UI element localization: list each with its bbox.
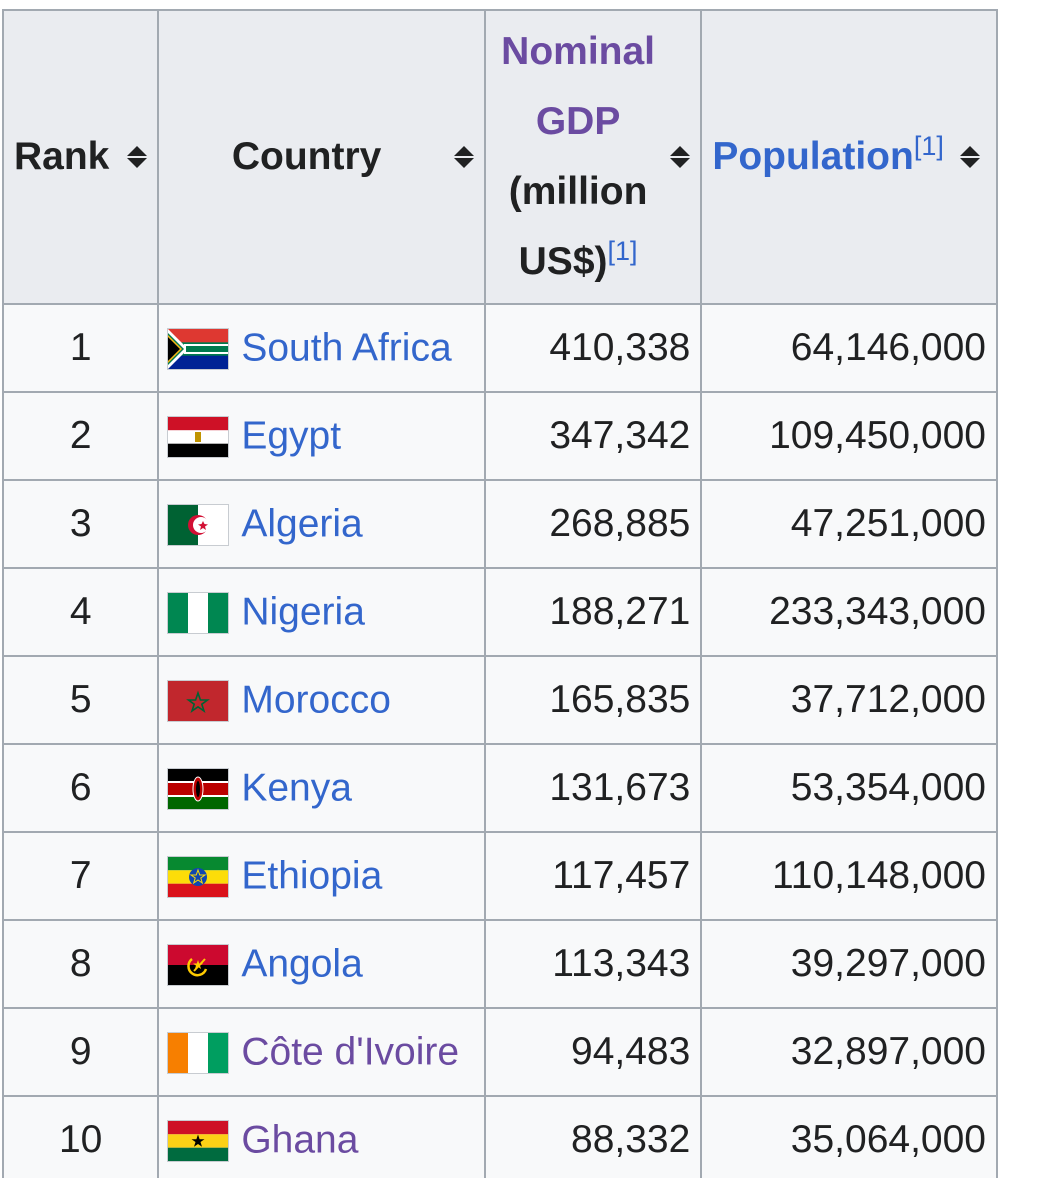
cote-divoire-flag-icon[interactable] [167,1031,230,1074]
population-cell: 35,064,000 [700,1095,998,1178]
table-row: 6 Kenya 131,673 53,354,000 [1,743,998,833]
rank-cell: 5 [1,655,160,745]
gdp-header-label: Nominal GDP (million US$)[1] [496,17,660,297]
country-cell: Côte d'Ivoire [157,1007,486,1097]
gdp-header[interactable]: Nominal GDP (million US$)[1] [483,9,703,305]
nigeria-flag-icon[interactable] [167,591,230,634]
population-cell: 109,450,000 [700,391,998,481]
sort-icon[interactable] [959,146,980,168]
population-header-link[interactable]: Population[1] [712,131,944,179]
nominal-gdp-link[interactable]: Nominal GDP [501,30,656,143]
population-header[interactable]: Population[1] [700,9,998,305]
egypt-flag-icon[interactable] [167,415,230,458]
country-cell: Ghana [157,1095,486,1178]
population-cell: 37,712,000 [700,655,998,745]
population-cell: 32,897,000 [700,1007,998,1097]
sort-icon[interactable] [127,146,148,168]
gdp-reference-link[interactable]: [1] [607,236,638,266]
rank-header[interactable]: Rank [1,9,160,305]
table-row: 9 Côte d'Ivoire 94,483 32,897,000 [1,1007,998,1097]
angola-flag-icon[interactable] [167,943,230,986]
sort-icon[interactable] [453,146,474,168]
country-cell: Kenya [157,743,486,833]
gdp-cell: 113,343 [483,919,703,1009]
population-cell: 64,146,000 [700,303,998,393]
country-link[interactable]: Angola [241,942,363,986]
table-viewport: Rank Country Nominal GDP (million US$)[1] [1,9,998,1178]
rank-header-label: Rank [14,135,110,178]
algeria-flag-icon[interactable] [167,503,230,546]
gdp-unit-line1: (million [508,170,648,213]
gdp-table: Rank Country Nominal GDP (million US$)[1] [1,9,998,1178]
population-cell: 233,343,000 [700,567,998,657]
gdp-cell: 410,338 [483,303,703,393]
country-cell: Angola [157,919,486,1009]
table-row: 8 Angola 113,343 39,297,000 [1,919,998,1009]
country-cell: Algeria [157,479,486,569]
population-cell: 110,148,000 [700,831,998,921]
table-row: 3 Algeria 268,885 47,251,000 [1,479,998,569]
country-cell: Egypt [157,391,486,481]
table-row: 2 Egypt 347,342 109,450,000 [1,391,998,481]
rank-cell: 7 [1,831,160,921]
rank-cell: 3 [1,479,160,569]
country-link[interactable]: South Africa [241,326,452,370]
gdp-cell: 268,885 [483,479,703,569]
country-link[interactable]: Nigeria [241,590,365,634]
country-link[interactable]: Ghana [241,1118,359,1162]
gdp-cell: 117,457 [483,831,703,921]
population-cell: 39,297,000 [700,919,998,1009]
table-row: 5 Morocco 165,835 37,712,000 [1,655,998,745]
gdp-cell: 131,673 [483,743,703,833]
gdp-cell: 347,342 [483,391,703,481]
country-header-label: Country [231,135,382,178]
country-link[interactable]: Kenya [241,766,352,810]
country-cell: Nigeria [157,567,486,657]
country-cell: South Africa [157,303,486,393]
gdp-cell: 94,483 [483,1007,703,1097]
population-cell: 53,354,000 [700,743,998,833]
population-cell: 47,251,000 [700,479,998,569]
south-africa-flag-icon[interactable] [167,327,230,370]
country-link[interactable]: Egypt [241,414,342,458]
table-row: 10 Ghana 88,332 35,064,000 [1,1095,998,1178]
population-reference-link[interactable]: [1] [913,131,944,161]
country-link[interactable]: Côte d'Ivoire [241,1030,460,1074]
morocco-flag-icon[interactable] [167,679,230,722]
kenya-flag-icon[interactable] [167,767,230,810]
ethiopia-flag-icon[interactable] [167,855,230,898]
gdp-unit-line2: US$) [518,240,608,283]
country-link[interactable]: Algeria [241,502,363,546]
rank-cell: 10 [1,1095,160,1178]
header-row: Rank Country Nominal GDP (million US$)[1] [1,9,998,305]
country-link[interactable]: Ethiopia [241,854,383,898]
country-link[interactable]: Morocco [241,678,391,722]
rank-cell: 4 [1,567,160,657]
gdp-cell: 88,332 [483,1095,703,1178]
gdp-cell: 165,835 [483,655,703,745]
country-cell: Morocco [157,655,486,745]
rank-cell: 2 [1,391,160,481]
gdp-cell: 188,271 [483,567,703,657]
rank-cell: 8 [1,919,160,1009]
ghana-flag-icon[interactable] [167,1119,230,1162]
country-cell: Ethiopia [157,831,486,921]
rank-cell: 1 [1,303,160,393]
table-row: 4 Nigeria 188,271 233,343,000 [1,567,998,657]
table-row: 7 Ethiopia 117,457 110,148,000 [1,831,998,921]
sort-icon[interactable] [670,146,691,168]
rank-cell: 6 [1,743,160,833]
country-header[interactable]: Country [157,9,486,305]
table-row: 1 South Africa [1,303,998,393]
rank-cell: 9 [1,1007,160,1097]
